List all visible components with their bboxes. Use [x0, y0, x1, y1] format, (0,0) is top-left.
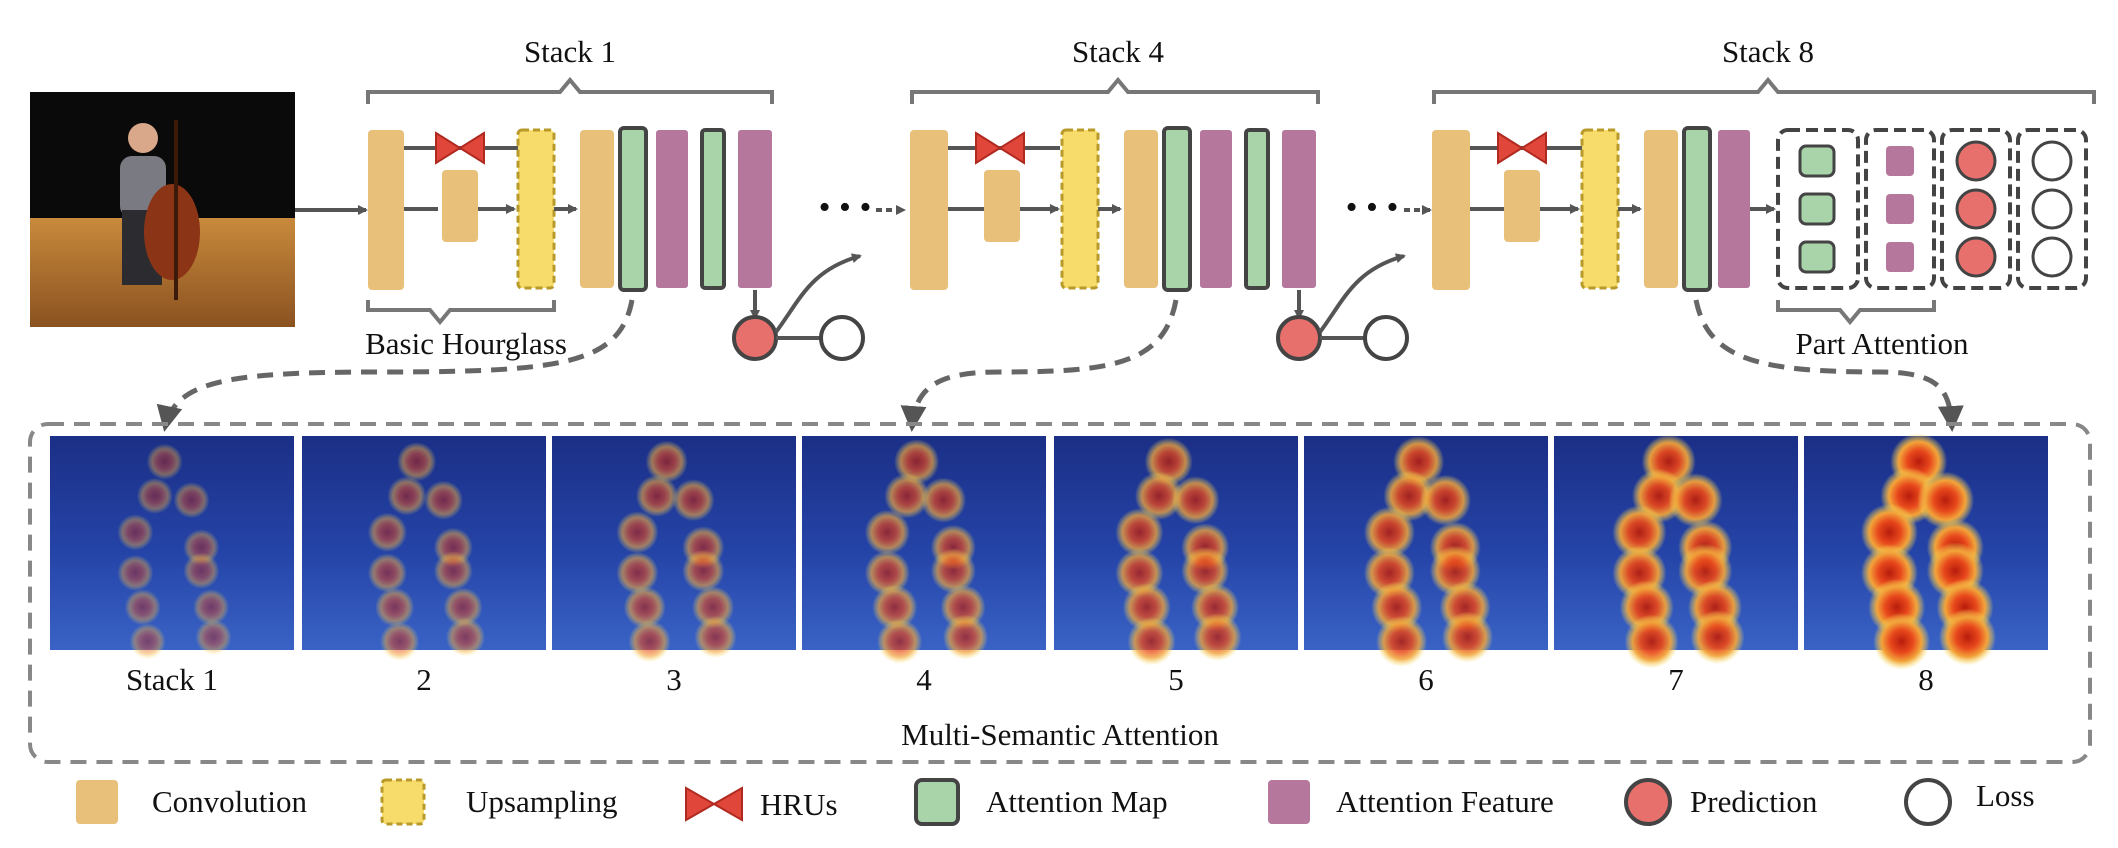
heatmap-tile: 8	[1804, 433, 2048, 697]
heatmap-tile: 4	[802, 436, 1046, 697]
upsampling-block	[1060, 128, 1100, 290]
hru-icon	[975, 131, 1025, 165]
heatmap-tile: 5	[1054, 436, 1298, 697]
part-attention-label: Part Attention	[1795, 326, 1969, 361]
ellipsis-1: • • •	[819, 189, 872, 226]
attention-map-block	[700, 128, 726, 290]
attention-feature-block	[738, 130, 772, 288]
heatmap-tile: 3	[552, 436, 796, 697]
heatmap-label: 6	[1418, 662, 1434, 697]
stack-4-title: Stack 4	[1072, 34, 1165, 69]
loss-circle	[819, 315, 865, 361]
legend-hrus-label: HRUs	[760, 787, 838, 822]
upsampling-block	[1580, 128, 1620, 290]
heatmap-tile: Stack 1	[50, 436, 294, 697]
heatmap-label: 5	[1168, 662, 1184, 697]
stack-4-brace	[910, 76, 1320, 104]
upsampling-block	[516, 128, 556, 290]
hru-icon	[435, 131, 485, 165]
basic-hourglass-label: Basic Hourglass	[365, 326, 567, 361]
attention-link-4	[900, 299, 1179, 432]
stack-1-block: Stack 1 Basic Hourglass	[365, 34, 865, 361]
multi-semantic-label: Multi-Semantic Attention	[901, 717, 1219, 752]
heatmap-tile: 6	[1304, 436, 1548, 697]
attention-link-8	[1693, 299, 1964, 432]
legend-hru-icon	[685, 786, 743, 822]
legend: Convolution Upsampling HRUs Attention Ma…	[76, 778, 2035, 826]
part-attention-feature-group	[1864, 128, 1936, 290]
legend-loss-label: Loss	[1976, 778, 2035, 813]
attention-link-1	[156, 299, 635, 432]
heatmap-label: 8	[1918, 662, 1934, 697]
hru-icon	[1497, 131, 1547, 165]
conv-block	[984, 170, 1020, 242]
prediction-circle	[732, 315, 778, 361]
stack-4-block: Stack 4	[910, 34, 1409, 361]
legend-upsampling-swatch	[380, 778, 426, 826]
conv-block	[1644, 130, 1678, 288]
legend-attention-map-swatch	[914, 778, 960, 826]
legend-upsampling-label: Upsampling	[466, 784, 618, 819]
conv-block	[1504, 170, 1540, 242]
input-image	[30, 92, 295, 327]
attention-map-block	[1162, 126, 1192, 292]
conv-block	[910, 130, 948, 290]
legend-attention-map-label: Attention Map	[986, 784, 1168, 819]
heatmap-tile: 7	[1554, 434, 1798, 697]
heatmap-label: 2	[416, 662, 432, 697]
conv-block	[1124, 130, 1158, 288]
conv-block	[442, 170, 478, 242]
stack-8-title: Stack 8	[1722, 34, 1814, 69]
legend-convolution-swatch	[76, 780, 118, 824]
heatmap-label: Stack 1	[126, 662, 218, 697]
part-prediction-group	[1940, 128, 2012, 290]
legend-attention-feature-swatch	[1268, 780, 1310, 824]
multi-semantic-panel	[28, 422, 2092, 764]
legend-prediction-label: Prediction	[1690, 784, 1818, 819]
heatmap-label: 4	[916, 662, 932, 697]
prediction-circle	[1276, 315, 1322, 361]
attention-map-block	[1244, 128, 1270, 290]
attention-feature-block	[1718, 130, 1750, 288]
attention-map-block	[1682, 126, 1712, 292]
stack-8-block: Stack 8 Part Attention	[1432, 34, 2096, 361]
stack-8-brace	[1432, 76, 2096, 104]
loss-circle	[1363, 315, 1409, 361]
conv-block	[580, 130, 614, 288]
conv-block	[368, 130, 404, 290]
attention-feature-block	[1200, 130, 1232, 288]
heatmap-label: 7	[1668, 662, 1684, 697]
attention-feature-block	[1282, 130, 1316, 288]
part-attention-brace	[1776, 300, 1936, 326]
legend-loss-swatch	[1904, 778, 1952, 826]
part-attention-map-group	[1776, 128, 1860, 290]
heatmap-label: 3	[666, 662, 682, 697]
legend-convolution-label: Convolution	[152, 784, 308, 819]
legend-attention-feature-label: Attention Feature	[1336, 784, 1554, 819]
attention-map-block	[618, 126, 648, 292]
ellipsis-2: • • •	[1346, 189, 1399, 226]
conv-block	[1432, 130, 1470, 290]
heatmap-row: Stack 1 2 3 4 5 6 7 8	[50, 433, 2048, 697]
stack-1-title: Stack 1	[524, 34, 616, 69]
part-loss-group	[2016, 128, 2088, 290]
attention-feature-block	[656, 130, 688, 288]
basic-hourglass-brace	[366, 300, 556, 326]
stack-1-brace	[366, 76, 774, 104]
heatmap-tile: 2	[302, 436, 546, 697]
legend-prediction-swatch	[1624, 778, 1672, 826]
